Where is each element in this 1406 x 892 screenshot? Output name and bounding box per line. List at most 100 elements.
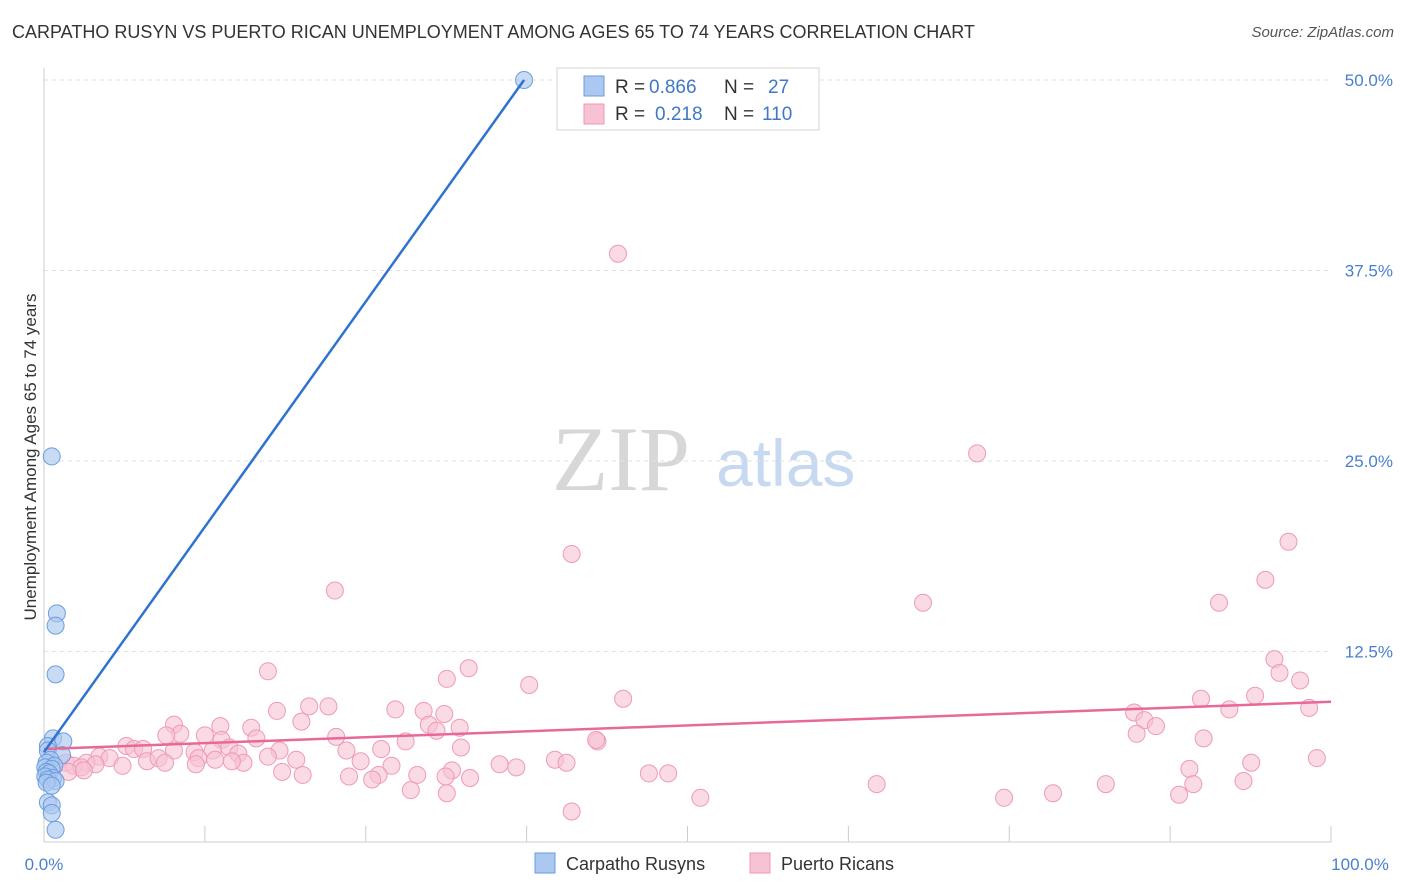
carpatho-rusyn-point [42, 804, 61, 823]
watermark-zip: ZIP [552, 408, 690, 510]
puerto-rican-point [520, 676, 539, 695]
puerto-rican-point [507, 758, 526, 777]
puerto-rican-point [372, 740, 391, 759]
puerto-ricans-points [56, 244, 1326, 821]
carpatho-rusyn-point [42, 776, 61, 795]
puerto-rican-point [382, 756, 401, 775]
puerto-rican-point [222, 752, 241, 771]
puerto-rican-point [340, 767, 359, 786]
carpatho-rusyns-trend-line [42, 79, 526, 753]
puerto-rican-point [293, 765, 312, 784]
puerto-rican-point [1270, 663, 1289, 682]
y-axis-title: Unemployment Among Ages 65 to 74 years [21, 294, 40, 621]
puerto-rican-point [1192, 689, 1211, 708]
puerto-rican-point [1210, 593, 1229, 612]
trend-lines [42, 79, 1332, 753]
puerto-rican-point [1170, 785, 1189, 804]
puerto-rican-point [186, 755, 205, 774]
puerto-rican-point [325, 581, 344, 600]
puerto-rican-point [74, 761, 93, 780]
puerto-rican-point [363, 770, 382, 789]
legend-r-label-carpatho: R = [615, 77, 645, 98]
legend-n-label-carpatho: N = [724, 77, 754, 98]
puerto-rican-point [1291, 671, 1310, 690]
puerto-rican-point [258, 747, 277, 766]
puerto-rican-point [1256, 570, 1275, 589]
puerto-rican-point [337, 741, 356, 760]
puerto-rican-point [1146, 717, 1165, 736]
y-tick-label: 12.5% [1345, 643, 1393, 662]
puerto-rican-point [157, 726, 176, 745]
puerto-rican-point [1220, 700, 1239, 719]
puerto-rican-point [659, 764, 678, 783]
puerto-rican-point [435, 704, 454, 723]
series-legend-label-carpatho: Carpatho Rusyns [566, 854, 705, 874]
puerto-rican-point [113, 756, 132, 775]
legend-r-value-carpatho: 0.866 [649, 77, 697, 98]
puerto-rican-point [351, 752, 370, 771]
puerto-rican-point [867, 775, 886, 794]
puerto-rican-point [587, 730, 606, 749]
chart-title: CARPATHO RUSYN VS PUERTO RICAN UNEMPLOYM… [12, 22, 975, 42]
puerto-rican-point [436, 767, 455, 786]
puerto-rican-point [562, 544, 581, 563]
legend-n-label-puerto: N = [724, 104, 754, 125]
puerto-ricans-trend-line [43, 700, 1332, 751]
watermark-atlas: atlas [716, 426, 855, 500]
puerto-rican-point [401, 781, 420, 800]
grid-lines [44, 79, 1331, 652]
puerto-rican-point [267, 701, 286, 720]
carpatho-rusyns-points [36, 71, 534, 839]
puerto-rican-point [557, 753, 576, 772]
x-axis-ticks [204, 826, 1332, 842]
puerto-rican-point [206, 750, 225, 769]
puerto-rican-point [155, 753, 174, 772]
puerto-rican-point [562, 802, 581, 821]
series-legend-label-puerto: Puerto Ricans [781, 854, 894, 874]
puerto-rican-point [258, 662, 277, 681]
puerto-rican-point [319, 697, 338, 716]
legend-n-value-puerto: 110 [762, 104, 792, 125]
puerto-rican-point [968, 444, 987, 463]
legend-swatch-carpatho [583, 75, 605, 97]
puerto-rican-point [490, 755, 509, 774]
puerto-rican-point [1044, 784, 1063, 803]
puerto-rican-point [1279, 532, 1298, 551]
puerto-rican-point [164, 741, 183, 760]
puerto-rican-point [914, 593, 933, 612]
puerto-rican-point [287, 750, 306, 769]
legend-r-value-puerto: 0.218 [655, 104, 703, 125]
series-legend-swatch-carpatho [534, 852, 556, 874]
puerto-rican-point [460, 768, 479, 787]
correlation-legend: R = 0.866 N = 27 R = 0.218 N = 110 [556, 67, 820, 131]
source-note: Source: ZipAtlas.com [1251, 24, 1394, 41]
puerto-rican-point [195, 726, 214, 745]
puerto-rican-point [273, 762, 292, 781]
carpatho-rusyn-point [46, 665, 65, 684]
puerto-rican-point [1184, 775, 1203, 794]
puerto-rican-point [292, 712, 311, 731]
puerto-rican-point [300, 697, 319, 716]
series-legend: Carpatho Rusyns Puerto Ricans [534, 852, 894, 874]
puerto-rican-point [691, 788, 710, 807]
series-legend-swatch-puerto [749, 852, 771, 874]
carpatho-rusyn-point [42, 447, 61, 466]
puerto-rican-point [614, 689, 633, 708]
puerto-rican-point [1246, 686, 1265, 705]
puerto-rican-point [451, 738, 470, 757]
y-tick-label: 50.0% [1345, 71, 1393, 90]
puerto-rican-point [995, 788, 1014, 807]
y-axis-tick-labels: 12.5% 25.0% 37.5% 50.0% [1345, 71, 1393, 662]
puerto-rican-point [1234, 772, 1253, 791]
puerto-rican-point [1180, 759, 1199, 778]
puerto-rican-point [427, 721, 446, 740]
watermark: ZIP atlas [552, 408, 855, 510]
y-tick-label: 37.5% [1345, 262, 1393, 281]
puerto-rican-point [450, 718, 469, 737]
puerto-rican-point [1307, 749, 1326, 768]
carpatho-rusyn-point [46, 820, 65, 839]
y-tick-label: 25.0% [1345, 452, 1393, 471]
puerto-rican-point [609, 244, 628, 263]
puerto-rican-point [639, 764, 658, 783]
